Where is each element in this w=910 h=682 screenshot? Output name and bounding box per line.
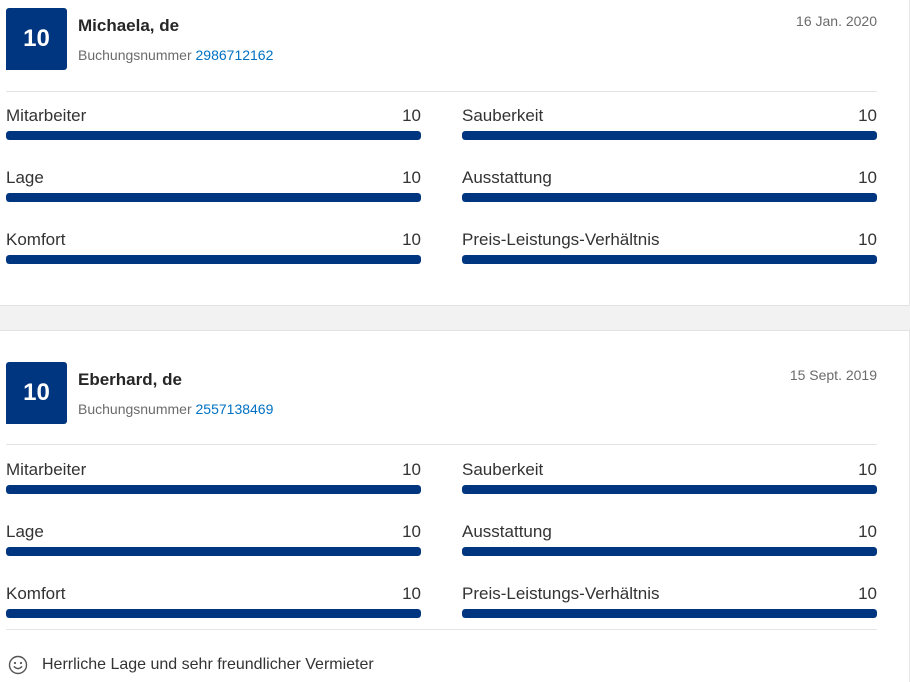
- rating-preis-leistung: Preis-Leistungs-Verhältnis 10: [462, 584, 877, 624]
- rating-label: Sauberkeit: [462, 106, 544, 125]
- rating-value: 10: [858, 106, 877, 125]
- rating-value: 10: [402, 460, 421, 479]
- rating-preis-leistung: Preis-Leistungs-Verhältnis 10: [462, 230, 877, 270]
- booking-number-link[interactable]: 2557138469: [195, 401, 274, 417]
- rating-lage: Lage 10: [6, 522, 421, 562]
- score-badge: 10: [6, 8, 67, 70]
- rating-value: 10: [402, 522, 421, 541]
- score-badge: 10: [6, 362, 67, 424]
- rating-bar-fill: [6, 193, 421, 202]
- rating-value: 10: [858, 522, 877, 541]
- rating-ausstattung: Ausstattung 10: [462, 168, 877, 208]
- rating-bar-fill: [462, 131, 877, 140]
- rating-value: 10: [402, 106, 421, 125]
- reviewer-name: Eberhard, de: [78, 370, 182, 389]
- rating-label: Ausstattung: [462, 522, 552, 541]
- rating-label: Mitarbeiter: [6, 460, 87, 479]
- review-date: 16 Jan. 2020: [796, 13, 877, 29]
- rating-sauberkeit: Sauberkeit 10: [462, 106, 877, 146]
- rating-bar: [462, 131, 877, 140]
- rating-label: Komfort: [6, 584, 66, 603]
- rating-label: Komfort: [6, 230, 66, 249]
- rating-label: Mitarbeiter: [6, 106, 87, 125]
- divider: [6, 629, 877, 630]
- rating-value: 10: [858, 230, 877, 249]
- rating-bar-fill: [462, 485, 877, 494]
- rating-komfort: Komfort 10: [6, 230, 421, 270]
- booking-label: Buchungsnummer: [78, 401, 192, 417]
- review-card: 10 Eberhard, de Buchungsnummer 255713846…: [0, 330, 910, 682]
- rating-mitarbeiter: Mitarbeiter 10: [6, 460, 421, 500]
- rating-bar: [462, 609, 877, 618]
- rating-bar-fill: [6, 547, 421, 556]
- rating-label: Preis-Leistungs-Verhältnis: [462, 230, 660, 249]
- rating-bar-fill: [6, 131, 421, 140]
- rating-bar-fill: [462, 255, 877, 264]
- rating-ausstattung: Ausstattung 10: [462, 522, 877, 562]
- rating-bar-fill: [462, 609, 877, 618]
- divider: [6, 444, 877, 445]
- rating-label: Lage: [6, 168, 44, 187]
- rating-label: Ausstattung: [462, 168, 552, 187]
- rating-value: 10: [858, 460, 877, 479]
- rating-label: Lage: [6, 522, 44, 541]
- rating-value: 10: [402, 584, 421, 603]
- rating-value: 10: [402, 230, 421, 249]
- rating-bar: [462, 255, 877, 264]
- rating-bar: [6, 547, 421, 556]
- rating-komfort: Komfort 10: [6, 584, 421, 624]
- review-comment: Herrliche Lage und sehr freundlicher Ver…: [8, 655, 374, 675]
- review-date: 15 Sept. 2019: [789, 367, 877, 383]
- rating-bar: [6, 131, 421, 140]
- divider: [6, 91, 877, 92]
- rating-bar: [6, 485, 421, 494]
- rating-bar-fill: [6, 485, 421, 494]
- comment-text: Herrliche Lage und sehr freundlicher Ver…: [42, 656, 374, 673]
- rating-sauberkeit: Sauberkeit 10: [462, 460, 877, 500]
- rating-value: 10: [858, 584, 877, 603]
- rating-bar-fill: [462, 547, 877, 556]
- rating-bar-fill: [6, 255, 421, 264]
- rating-bar: [462, 485, 877, 494]
- booking-info: Buchungsnummer 2557138469: [78, 401, 273, 417]
- smiley-icon: [8, 655, 28, 675]
- rating-bar-fill: [462, 193, 877, 202]
- rating-bar: [6, 193, 421, 202]
- rating-bar: [462, 547, 877, 556]
- rating-mitarbeiter: Mitarbeiter 10: [6, 106, 421, 146]
- rating-bar: [6, 255, 421, 264]
- review-card: 10 Michaela, de Buchungsnummer 298671216…: [0, 0, 910, 306]
- rating-bar-fill: [6, 609, 421, 618]
- booking-number-link[interactable]: 2986712162: [195, 47, 274, 63]
- rating-value: 10: [858, 168, 877, 187]
- rating-label: Preis-Leistungs-Verhältnis: [462, 584, 660, 603]
- rating-label: Sauberkeit: [462, 460, 544, 479]
- card-separator: [0, 306, 910, 330]
- reviewer-name: Michaela, de: [78, 16, 180, 35]
- rating-lage: Lage 10: [6, 168, 421, 208]
- rating-value: 10: [402, 168, 421, 187]
- booking-label: Buchungsnummer: [78, 47, 192, 63]
- booking-info: Buchungsnummer 2986712162: [78, 47, 273, 63]
- rating-bar: [6, 609, 421, 618]
- rating-bar: [462, 193, 877, 202]
